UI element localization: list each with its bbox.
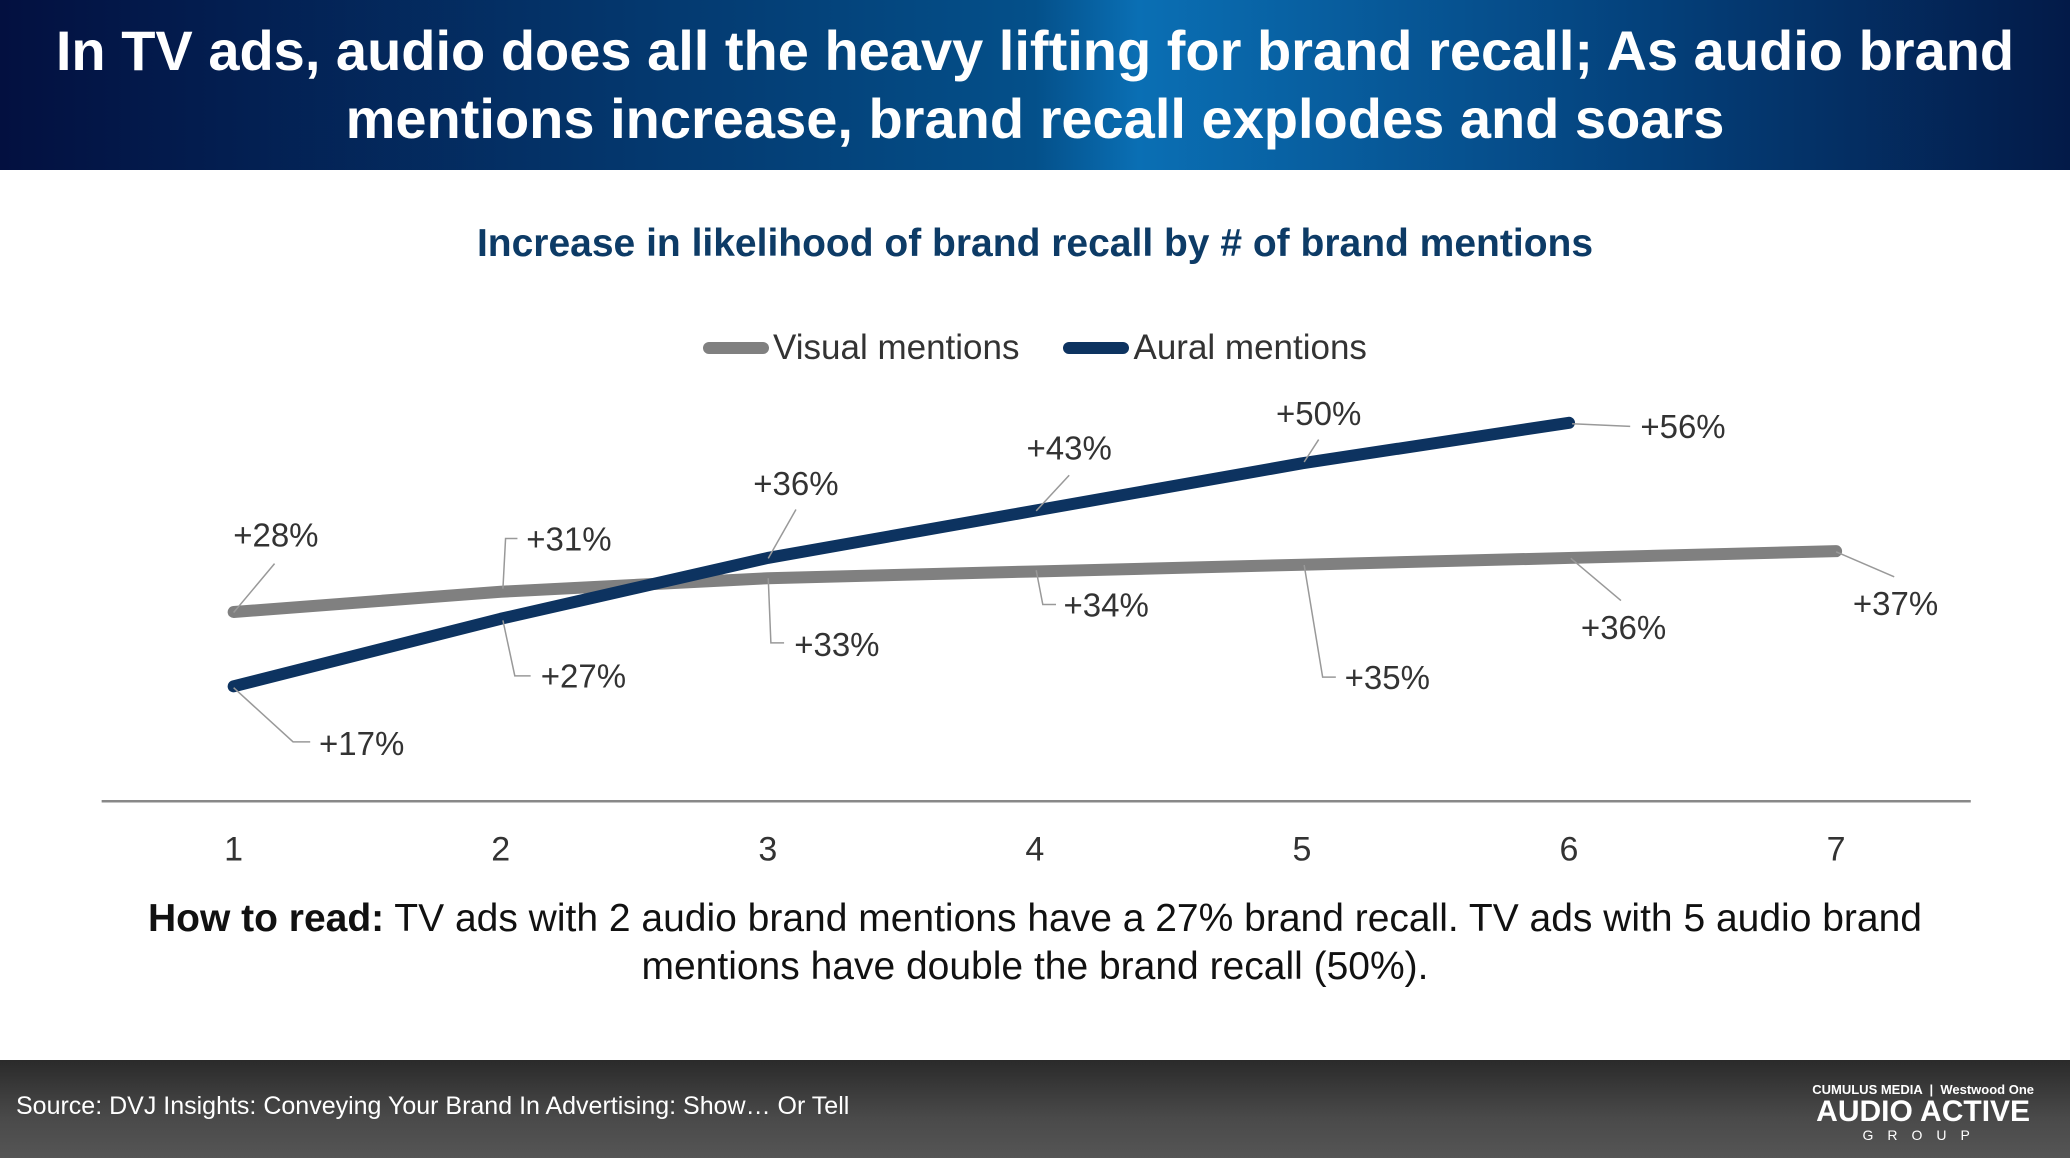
chart-title: Increase in likelihood of brand recall b… (476, 222, 1594, 265)
data-label: +27% (541, 658, 626, 695)
leader-line (1035, 474, 1070, 512)
how-to-read-text: TV ads with 2 audio brand mentions have … (384, 897, 1922, 988)
legend-label: Visual mentions (773, 328, 1020, 367)
data-label: +50% (1276, 395, 1361, 432)
header: In TV ads, audio does all the heavy lift… (0, 0, 2070, 170)
x-tick-label: 4 (1025, 831, 1044, 869)
x-tick-label: 3 (758, 831, 777, 869)
data-label: +36% (1581, 609, 1666, 646)
leader-line (502, 620, 531, 677)
legend-item-aural: Aural mentions (1063, 328, 1367, 368)
data-label: +36% (753, 465, 838, 502)
legend-label: Aural mentions (1133, 328, 1367, 367)
series-line-visual (227, 545, 1843, 619)
audio-active-group-logo: CUMULUS MEDIA | Westwood One AUDIO ACTIV… (1812, 1082, 2034, 1143)
data-label: +34% (1063, 586, 1148, 623)
footer: Source: DVJ Insights: Conveying Your Bra… (0, 1060, 2070, 1158)
x-tick-label: 5 (1292, 831, 1311, 869)
leader-line (1303, 439, 1320, 463)
how-to-read: How to read: TV ads with 2 audio brand m… (100, 895, 1970, 991)
leader-line (767, 578, 785, 644)
data-label: +28% (233, 516, 318, 553)
slide-title: In TV ads, audio does all the heavy lift… (55, 19, 2015, 150)
data-label: +17% (319, 725, 404, 762)
leader-line (767, 509, 797, 559)
x-tick-label: 2 (491, 831, 510, 869)
legend-swatch-aural (1063, 342, 1130, 354)
data-label: +37% (1853, 585, 1938, 622)
data-label: +43% (1027, 429, 1112, 466)
x-tick-label: 6 (1560, 831, 1579, 869)
leader-line (233, 687, 311, 743)
legend-swatch-visual (703, 342, 770, 354)
x-tick-label: 1 (224, 831, 243, 869)
leader-line (233, 563, 276, 613)
leader-line (1835, 551, 1895, 578)
leader-line (1303, 564, 1336, 678)
how-to-read-label: How to read: (147, 897, 385, 940)
legend-item-visual: Visual mentions (703, 328, 1019, 368)
source-text: Source: DVJ Insights: Conveying Your Bra… (16, 1092, 850, 1120)
leader-line (1572, 422, 1631, 428)
data-label: +33% (794, 626, 879, 663)
leader-line (1035, 570, 1056, 606)
data-label: +56% (1640, 408, 1725, 445)
data-label: +31% (526, 520, 611, 557)
line-chart: 1 2 3 4 5 6 7 +28% +31% +33% +34% +35% +36% +37% +17% +… (101, 395, 1971, 869)
series-line-aural (227, 416, 1576, 693)
leader-line (1570, 557, 1622, 602)
data-label: +35% (1345, 659, 1430, 696)
x-tick-label: 7 (1827, 831, 1846, 869)
leader-line (502, 537, 518, 589)
legend: Visual mentions Aural mentions (0, 328, 2070, 368)
